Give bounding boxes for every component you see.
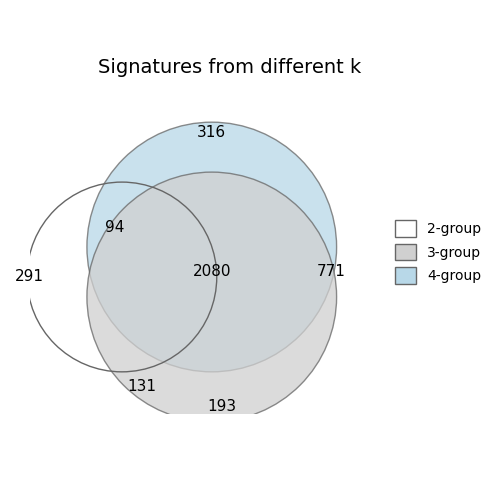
Circle shape <box>87 122 337 372</box>
Title: Signatures from different k: Signatures from different k <box>98 58 361 77</box>
Text: 94: 94 <box>105 220 124 234</box>
Circle shape <box>87 172 337 422</box>
Text: 291: 291 <box>15 270 44 284</box>
Text: 2080: 2080 <box>193 265 231 280</box>
Legend: 2-group, 3-group, 4-group: 2-group, 3-group, 4-group <box>388 213 488 291</box>
Text: 193: 193 <box>207 399 236 414</box>
Text: 316: 316 <box>197 124 226 140</box>
Text: 771: 771 <box>317 265 346 280</box>
Text: 131: 131 <box>128 380 156 394</box>
